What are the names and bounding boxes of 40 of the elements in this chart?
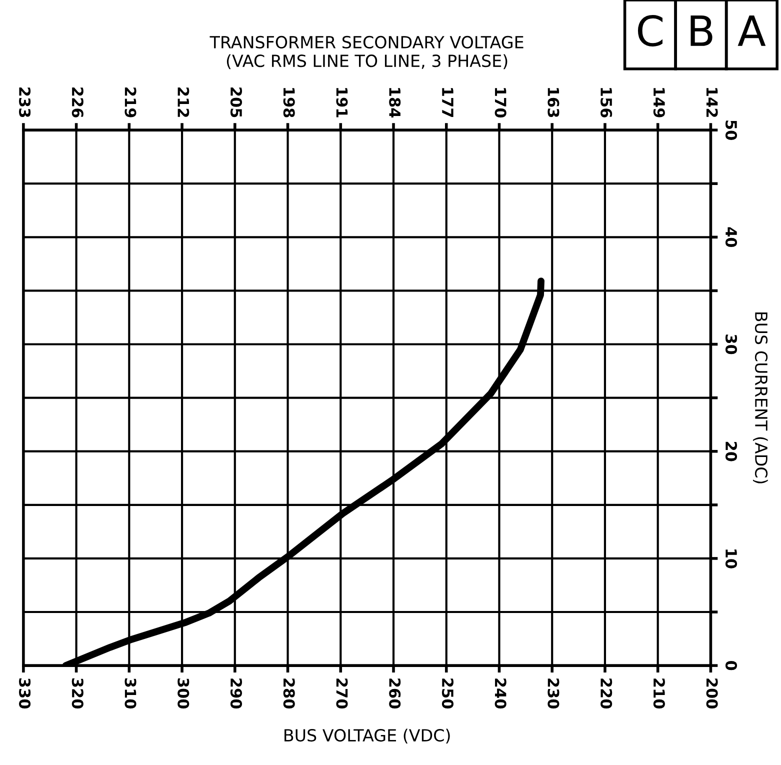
y-tick-label: 50 (725, 120, 738, 140)
x2-tick-label: 198 (283, 88, 295, 118)
x2-tick-label: 142 (706, 88, 718, 117)
x2-tick-label: 219 (124, 88, 136, 118)
x2-tick-label: 177 (442, 88, 454, 118)
y-tick-label: 40 (725, 227, 738, 248)
y-tick-label: 10 (725, 550, 738, 568)
x2-tick-label: 205 (230, 88, 242, 118)
x2-tick-label: 163 (548, 88, 560, 118)
y-tick-label: 20 (725, 442, 738, 462)
x2-tick-label: 226 (72, 88, 84, 118)
x-tick-label: 210 (653, 678, 665, 709)
x2-tick-label: 149 (653, 88, 665, 118)
y-tick-label: 0 (725, 660, 738, 670)
text: C (638, 15, 662, 47)
x-tick-label: 290 (230, 678, 242, 709)
x-tick-label: 270 (336, 678, 348, 709)
x-tick-label: 330 (18, 678, 31, 709)
x-tick-label: 200 (706, 678, 718, 709)
x2-tick-label: 184 (389, 88, 401, 118)
x-tick-label: 300 (178, 678, 190, 709)
text: A (738, 16, 766, 46)
text: B (690, 16, 712, 46)
x-tick-label: 320 (72, 678, 84, 709)
x-tick-label: 280 (283, 678, 295, 709)
x-tick-label: 260 (389, 678, 401, 709)
y-tick-label: 30 (725, 334, 738, 354)
x2-tick-label: 170 (494, 88, 506, 118)
x2-tick-label: 191 (336, 88, 348, 118)
x2-tick-label: 233 (18, 88, 31, 118)
x2-tick-label: 156 (600, 88, 612, 118)
x-tick-label: 220 (600, 678, 612, 709)
y-axis-title: BUS CURRENT (ADC) (752, 312, 768, 484)
x-axis-title: BUS VOLTAGE (VDC) (284, 728, 450, 744)
x2-tick-label: 212 (178, 88, 190, 117)
x-tick-label: 230 (548, 678, 560, 709)
x-tick-label: 240 (494, 678, 506, 709)
x2-axis-title: TRANSFORMER SECONDARY VOLTAGE (VAC RMS LINE TO LINE, 3 PHASE) (210, 36, 524, 70)
x-tick-label: 310 (124, 678, 136, 709)
x-tick-label: 250 (442, 678, 454, 709)
